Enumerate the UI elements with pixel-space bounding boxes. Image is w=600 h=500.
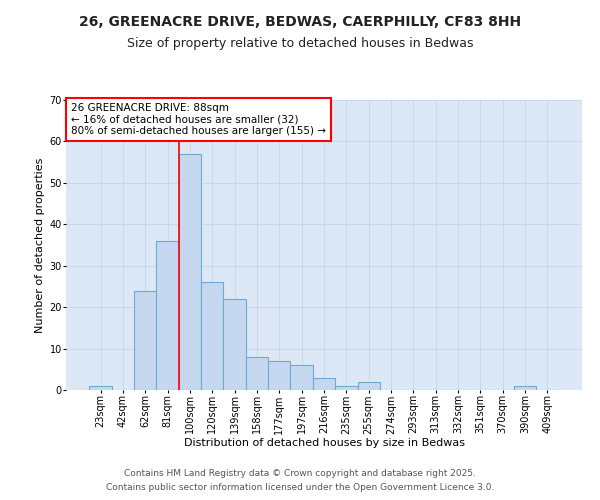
Bar xyxy=(179,154,201,390)
Text: 26, GREENACRE DRIVE, BEDWAS, CAERPHILLY, CF83 8HH: 26, GREENACRE DRIVE, BEDWAS, CAERPHILLY,… xyxy=(79,15,521,29)
Bar xyxy=(157,241,179,390)
Bar xyxy=(290,365,313,390)
Bar xyxy=(313,378,335,390)
Text: Size of property relative to detached houses in Bedwas: Size of property relative to detached ho… xyxy=(127,38,473,51)
Bar xyxy=(246,357,268,390)
Bar xyxy=(201,282,223,390)
Text: Contains HM Land Registry data © Crown copyright and database right 2025.: Contains HM Land Registry data © Crown c… xyxy=(124,468,476,477)
Bar xyxy=(335,386,358,390)
Bar xyxy=(223,299,246,390)
Bar xyxy=(358,382,380,390)
Bar xyxy=(514,386,536,390)
X-axis label: Distribution of detached houses by size in Bedwas: Distribution of detached houses by size … xyxy=(184,438,464,448)
Bar xyxy=(268,361,290,390)
Y-axis label: Number of detached properties: Number of detached properties xyxy=(35,158,45,332)
Bar xyxy=(89,386,112,390)
Text: 26 GREENACRE DRIVE: 88sqm
← 16% of detached houses are smaller (32)
80% of semi-: 26 GREENACRE DRIVE: 88sqm ← 16% of detac… xyxy=(71,103,326,136)
Text: Contains public sector information licensed under the Open Government Licence 3.: Contains public sector information licen… xyxy=(106,484,494,492)
Bar xyxy=(134,290,157,390)
